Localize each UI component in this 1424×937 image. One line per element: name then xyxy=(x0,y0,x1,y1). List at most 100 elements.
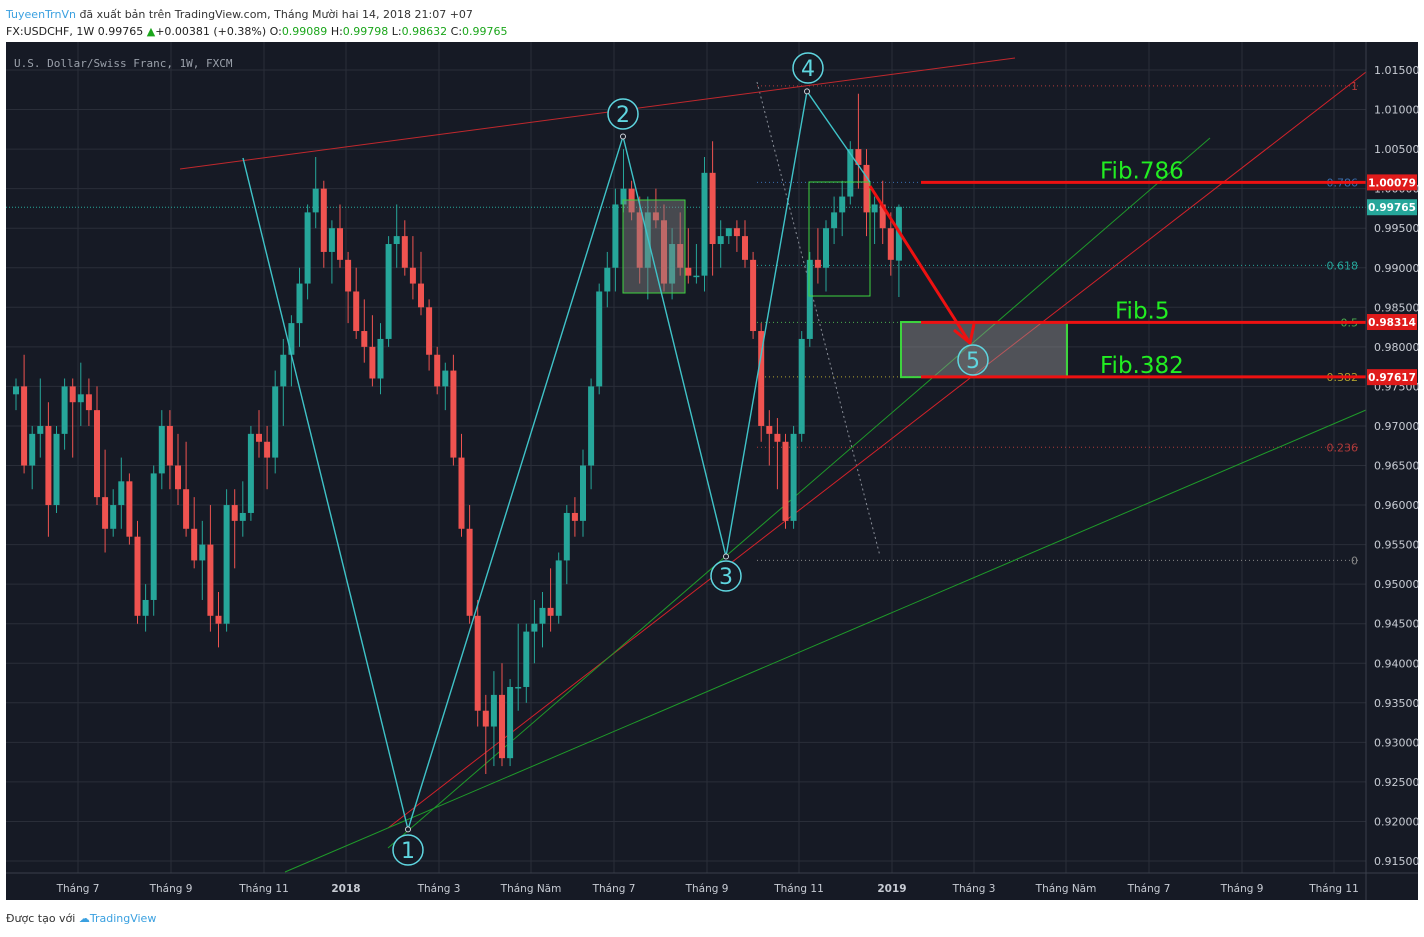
candle-body xyxy=(879,204,886,229)
candle-body xyxy=(661,220,667,284)
candle-body xyxy=(118,481,125,506)
y-tick-label: 0.96000 xyxy=(1374,499,1420,512)
x-tick-label: Tháng 7 xyxy=(56,883,100,895)
fib-level-label: 0.236 xyxy=(1327,441,1359,454)
candle-body xyxy=(158,425,165,474)
candle-body xyxy=(733,228,740,237)
up-arrow-icon: ▲ xyxy=(146,25,156,38)
candle-body xyxy=(806,259,813,339)
low-label: L: xyxy=(391,25,402,38)
candle-body xyxy=(555,560,562,616)
candle-body xyxy=(288,323,295,355)
candle-body xyxy=(110,505,117,529)
candle-body xyxy=(393,236,400,245)
wave-label-circle xyxy=(607,98,639,130)
candle-body xyxy=(256,433,262,442)
candle-body xyxy=(304,212,311,284)
candle-body xyxy=(725,228,732,237)
candle-body xyxy=(482,710,489,727)
candle-body xyxy=(758,331,765,426)
x-tick-label: Tháng Năm xyxy=(500,883,562,895)
green-lower-line xyxy=(284,409,1367,873)
price-label-tag xyxy=(1367,369,1417,386)
wave-start-line xyxy=(242,157,409,830)
candle-body xyxy=(231,505,238,521)
candle-body xyxy=(94,410,100,498)
candle-body xyxy=(345,259,352,292)
candle-body xyxy=(102,497,109,529)
candle-body xyxy=(175,465,181,490)
y-tick-label: 1.01000 xyxy=(1374,104,1420,117)
pivot-dot xyxy=(723,553,729,560)
candle-body xyxy=(45,425,52,506)
change-value: +0.00381 (+0.38%) xyxy=(155,25,267,38)
candle-body xyxy=(717,236,724,245)
y-tick-label: 0.94500 xyxy=(1374,618,1420,631)
red-support-line xyxy=(387,71,1367,829)
made-with-text: Được tạo với xyxy=(6,912,76,925)
candle-body xyxy=(701,172,708,276)
arrow-head-icon xyxy=(953,323,976,346)
candle-body xyxy=(507,686,514,759)
candle-body xyxy=(264,441,271,458)
y-tick-label: 0.93500 xyxy=(1374,697,1420,710)
y-tick-label: 0.98000 xyxy=(1374,341,1420,354)
candle-body xyxy=(353,291,360,332)
y-tick-label: 1.01500 xyxy=(1374,64,1420,77)
wave-label: 3 xyxy=(719,565,733,590)
candle-body xyxy=(418,283,424,308)
candle-body xyxy=(69,386,76,403)
candle-body xyxy=(458,457,465,529)
candle-body xyxy=(580,465,586,521)
candle-body xyxy=(774,433,781,442)
candle-body xyxy=(604,267,611,292)
consolidation-box-right xyxy=(808,181,871,297)
candle-body xyxy=(871,204,878,213)
x-tick-label: Tháng 11 xyxy=(773,883,824,895)
candle-body xyxy=(636,212,643,268)
candle-body xyxy=(21,386,28,466)
candle-body xyxy=(539,607,546,624)
candle-body xyxy=(191,528,198,561)
pivot-dot xyxy=(804,88,810,95)
chart-title: U.S. Dollar/Swiss Franc, 1W, FXCM xyxy=(14,57,233,70)
low-value: 0.98632 xyxy=(401,25,448,38)
close-value: 0.99765 xyxy=(462,25,508,38)
x-tick-label: Tháng 9 xyxy=(685,883,729,895)
y-tick-label: 0.97000 xyxy=(1374,420,1420,433)
candle-body xyxy=(361,331,368,347)
candle-body xyxy=(677,244,684,268)
fib-annotation: Fib.5 xyxy=(1115,298,1170,324)
close-label: C: xyxy=(450,25,463,38)
candle-body xyxy=(831,212,838,229)
candle-body xyxy=(652,212,659,221)
wave-label: 5 xyxy=(966,349,980,374)
candle-body xyxy=(669,244,676,284)
candle-body xyxy=(474,615,481,711)
candle-body xyxy=(166,425,173,466)
candle-body xyxy=(515,686,522,689)
candle-body xyxy=(280,354,287,387)
candle-body xyxy=(369,346,376,379)
candle-body xyxy=(223,505,230,624)
candle-body xyxy=(563,512,570,561)
candle-body xyxy=(571,512,578,521)
chart-background xyxy=(6,42,1418,900)
candle-body xyxy=(588,386,595,466)
fib-level-label: 0.618 xyxy=(1327,259,1359,272)
y-tick-label: 0.95500 xyxy=(1374,539,1420,552)
tradingview-logo-icon: ☁ xyxy=(78,912,90,925)
candle-body xyxy=(296,283,303,324)
wave-label: 2 xyxy=(616,103,630,128)
brand-link[interactable]: TradingView xyxy=(89,912,157,925)
candle-body xyxy=(328,228,335,252)
author-link[interactable]: TuyeenTrnVn xyxy=(6,8,76,21)
x-tick-label: Tháng 9 xyxy=(149,883,193,895)
candle-body xyxy=(207,544,214,616)
price-label-tag xyxy=(1367,174,1417,191)
consolidation-box-left xyxy=(622,199,686,294)
y-tick-label: 0.95000 xyxy=(1374,578,1420,591)
y-tick-label: 0.99500 xyxy=(1374,222,1420,235)
